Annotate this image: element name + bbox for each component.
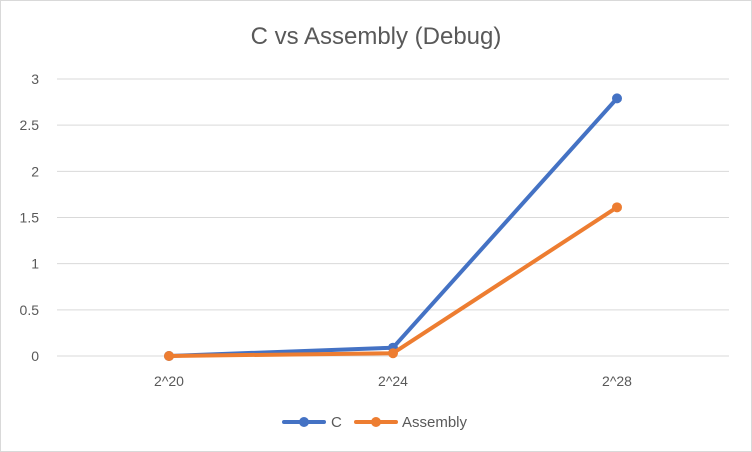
- y-tick-label: 1: [31, 256, 39, 272]
- legend-swatch-marker: [299, 417, 309, 427]
- x-tick-label: 2^20: [154, 373, 184, 389]
- data-point: [388, 348, 398, 359]
- chart-title: C vs Assembly (Debug): [250, 23, 502, 50]
- legend-label: C: [331, 414, 342, 431]
- y-tick-label: 0: [31, 348, 39, 364]
- legend: C Assembly: [282, 414, 468, 431]
- y-tick-label: 2: [31, 163, 39, 179]
- y-tick-label: 1.5: [20, 210, 40, 226]
- x-tick-label: 2^24: [378, 373, 408, 389]
- y-tick-label: 0.5: [20, 302, 40, 318]
- series-line-0: [167, 96, 619, 358]
- x-axis-ticks: 2^20 2^24 2^28: [154, 373, 632, 389]
- y-axis-ticks: 0 0.5 1 1.5 2 2.5 3: [20, 71, 40, 364]
- y-tick-label: 3: [31, 71, 39, 87]
- legend-swatch-marker: [371, 417, 381, 427]
- gridlines: [57, 78, 729, 357]
- series-line-1: [167, 205, 619, 358]
- legend-label: Assembly: [402, 414, 468, 431]
- data-point: [164, 351, 174, 361]
- series-layer: [164, 93, 622, 361]
- data-point: [612, 93, 622, 104]
- y-tick-label: 2.5: [20, 117, 40, 133]
- x-tick-label: 2^28: [602, 373, 632, 389]
- data-point: [612, 202, 622, 213]
